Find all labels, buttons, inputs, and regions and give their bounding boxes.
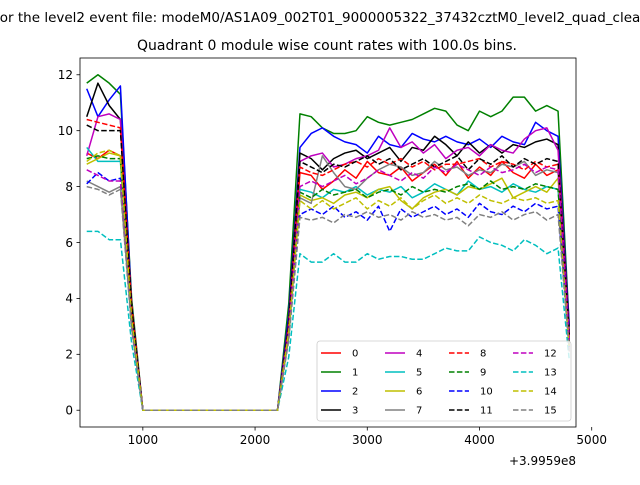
legend-label-8: 8 bbox=[480, 349, 486, 360]
y-tick-label: 6 bbox=[65, 236, 73, 250]
chart-title: Quadrant 0 module wise count rates with … bbox=[137, 38, 517, 54]
y-tick-label: 4 bbox=[65, 292, 73, 306]
legend-label-12: 12 bbox=[544, 349, 557, 360]
y-tick-label: 2 bbox=[65, 348, 73, 362]
x-tick-label: 5000 bbox=[576, 433, 607, 447]
legend-label-7: 7 bbox=[416, 406, 422, 417]
x-tick-label: 4000 bbox=[464, 433, 495, 447]
y-tick-label: 10 bbox=[58, 124, 73, 138]
legend-label-13: 13 bbox=[544, 368, 557, 379]
x-tick-label: 1000 bbox=[128, 433, 159, 447]
series-line-12 bbox=[86, 163, 571, 411]
legend-label-14: 14 bbox=[544, 387, 557, 398]
legend-label-5: 5 bbox=[416, 368, 422, 379]
x-tick-label: 3000 bbox=[352, 433, 383, 447]
legend-box bbox=[316, 340, 572, 422]
legend-label-4: 4 bbox=[416, 349, 422, 360]
legend-label-11: 11 bbox=[480, 406, 493, 417]
figure-suptitle: Plot for the level2 event file: modeM0/A… bbox=[0, 10, 640, 26]
x-offset-label: +3.9959e8 bbox=[509, 454, 576, 468]
legend-label-15: 15 bbox=[544, 406, 557, 417]
series-line-15 bbox=[86, 185, 571, 411]
legend-label-6: 6 bbox=[416, 387, 422, 398]
y-tick-label: 12 bbox=[58, 68, 73, 82]
x-tick-label: 2000 bbox=[240, 433, 271, 447]
legend-label-10: 10 bbox=[480, 387, 493, 398]
y-tick-label: 8 bbox=[65, 180, 73, 194]
legend-label-3: 3 bbox=[352, 406, 358, 417]
legend-label-0: 0 bbox=[352, 349, 358, 360]
legend-label-1: 1 bbox=[352, 368, 358, 379]
y-tick-label: 0 bbox=[65, 404, 73, 418]
series-line-14 bbox=[86, 149, 571, 411]
legend-label-9: 9 bbox=[480, 368, 486, 379]
legend-label-2: 2 bbox=[352, 387, 358, 398]
plot-area bbox=[86, 74, 571, 411]
series-lines bbox=[86, 74, 571, 411]
